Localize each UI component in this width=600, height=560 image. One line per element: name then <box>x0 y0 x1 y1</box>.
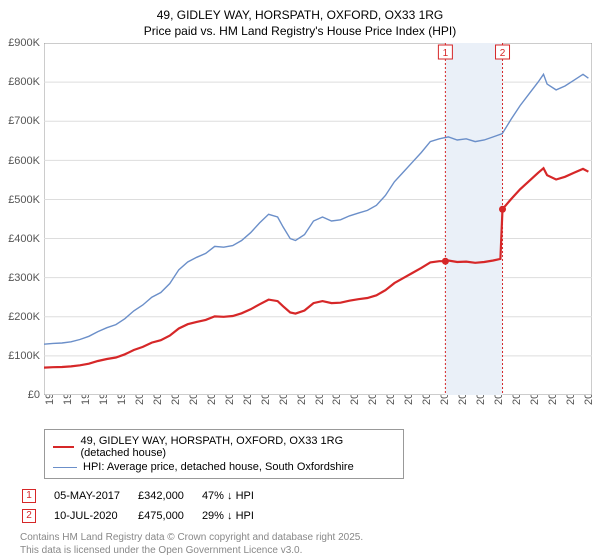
y-tick-label: £600K <box>0 155 40 167</box>
marker-price: £342,000 <box>138 487 200 505</box>
marker-num-box: 1 <box>22 489 36 503</box>
marker-row: 2 10-JUL-2020£475,00029% ↓ HPI <box>22 507 270 525</box>
marker-table: 1 05-MAY-2017£342,00047% ↓ HPI 2 10-JUL-202… <box>20 485 272 527</box>
title-line2: Price paid vs. HM Land Registry's House … <box>10 24 590 40</box>
y-tick-label: £0 <box>0 389 40 401</box>
chart-area: £0 £100K £200K £300K £400K £500K £600K £700K £80… <box>0 43 600 423</box>
y-tick-label: £400K <box>0 233 40 245</box>
marker-num-box: 2 <box>22 509 36 523</box>
y-tick-label: £700K <box>0 115 40 127</box>
marker-row: 1 05-MAY-2017£342,00047% ↓ HPI <box>22 487 270 505</box>
y-tick-label: £500K <box>0 194 40 206</box>
legend-swatch <box>53 446 74 448</box>
title-line1: 49, GIDLEY WAY, HORSPATH, OXFORD, OX33 1… <box>10 8 590 24</box>
chart-title: 49, GIDLEY WAY, HORSPATH, OXFORD, OX33 1… <box>0 0 600 43</box>
legend: 49, GIDLEY WAY, HORSPATH, OXFORD, OX33 1… <box>44 429 404 479</box>
y-tick-label: £900K <box>0 37 40 49</box>
legend-label: HPI: Average price, detached house, Sout… <box>83 461 354 473</box>
footer-attribution: Contains HM Land Registry data © Crown c… <box>20 531 590 557</box>
svg-text:1: 1 <box>443 48 449 59</box>
legend-swatch <box>53 467 77 468</box>
marker-price: £475,000 <box>138 507 200 525</box>
legend-label: 49, GIDLEY WAY, HORSPATH, OXFORD, OX33 1… <box>80 435 395 459</box>
marker-delta: 29% ↓ HPI <box>202 507 270 525</box>
marker-delta: 47% ↓ HPI <box>202 487 270 505</box>
footer-line2: This data is licensed under the Open Gov… <box>20 544 590 557</box>
legend-item: 49, GIDLEY WAY, HORSPATH, OXFORD, OX33 1… <box>53 434 395 460</box>
footer-line1: Contains HM Land Registry data © Crown c… <box>20 531 590 544</box>
legend-item: HPI: Average price, detached house, Sout… <box>53 460 395 474</box>
y-tick-label: £300K <box>0 272 40 284</box>
y-tick-label: £200K <box>0 311 40 323</box>
plot-svg: 12 <box>44 43 592 395</box>
y-tick-label: £800K <box>0 76 40 88</box>
marker-date: 10-JUL-2020 <box>54 507 136 525</box>
y-tick-label: £100K <box>0 350 40 362</box>
svg-text:2: 2 <box>500 48 506 59</box>
marker-date: 05-MAY-2017 <box>54 487 136 505</box>
